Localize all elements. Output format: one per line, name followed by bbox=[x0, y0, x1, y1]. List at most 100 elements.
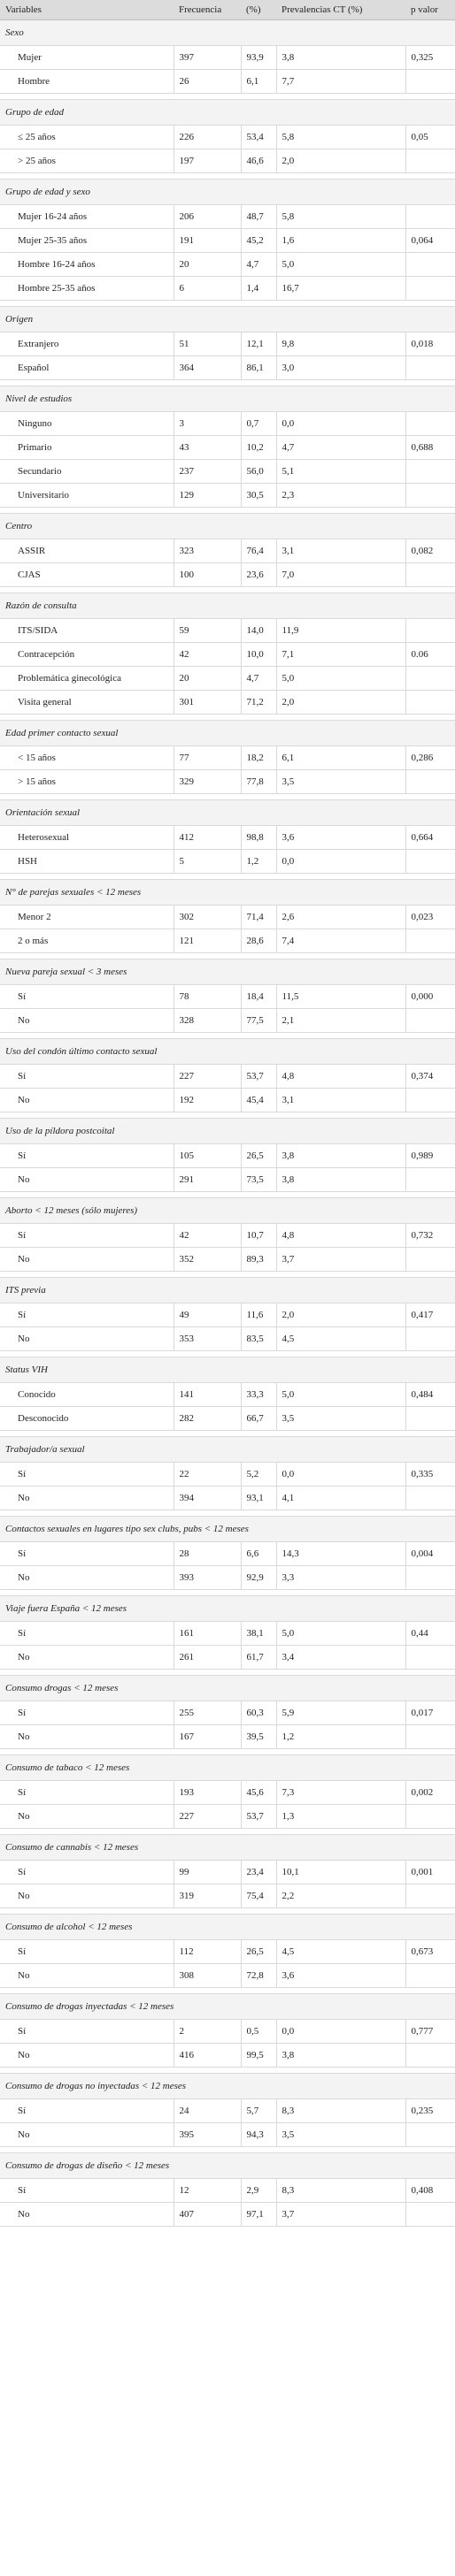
prevalencia-cell: 7,1 bbox=[275, 642, 405, 667]
group-header-row: ITS previa bbox=[0, 1277, 455, 1303]
frecuencia-cell: 129 bbox=[173, 483, 241, 508]
percent-cell: 10,2 bbox=[240, 435, 276, 460]
row-label: Heterosexual bbox=[0, 825, 174, 850]
group-title: Razón de consulta bbox=[0, 592, 455, 619]
table-row: Sí 99 23,4 10,1 0,001 bbox=[0, 1860, 455, 1884]
p-valor-cell bbox=[405, 666, 455, 691]
percent-cell: 92,9 bbox=[240, 1565, 276, 1590]
frecuencia-cell: 226 bbox=[173, 125, 241, 149]
group-title: Uso del condón último contacto sexual bbox=[0, 1038, 455, 1065]
table-row: No 407 97,1 3,7 bbox=[0, 2202, 455, 2227]
prevalencia-cell: 4,7 bbox=[275, 435, 405, 460]
header-percent: (%) bbox=[241, 0, 276, 20]
percent-cell: 89,3 bbox=[240, 1247, 276, 1272]
prevalencia-cell: 3,8 bbox=[275, 1143, 405, 1168]
prevalencia-cell: 5,0 bbox=[275, 1382, 405, 1407]
group-spacer bbox=[0, 1669, 455, 1676]
prevalencia-cell: 3,4 bbox=[275, 1645, 405, 1670]
table-header: Variables Frecuencia (%) Prevalencias CT… bbox=[0, 0, 455, 20]
row-label: No bbox=[0, 1167, 174, 1192]
group-title: Consumo de alcohol < 12 meses bbox=[0, 1914, 455, 1940]
table-row: ASSIR 323 76,4 3,1 0,082 bbox=[0, 539, 455, 563]
row-label: Sí bbox=[0, 1939, 174, 1964]
p-valor-cell: 0,325 bbox=[405, 45, 455, 70]
table-row: No 395 94,3 3,5 bbox=[0, 2122, 455, 2147]
header-prevalencias: Prevalencias CT (%) bbox=[276, 0, 405, 20]
percent-cell: 46,6 bbox=[240, 149, 276, 173]
group-title: Status VIH bbox=[0, 1357, 455, 1383]
p-valor-cell: 0,44 bbox=[405, 1621, 455, 1646]
prevalencia-cell: 1,2 bbox=[275, 1724, 405, 1749]
frecuencia-cell: 328 bbox=[173, 1008, 241, 1033]
p-valor-cell bbox=[405, 149, 455, 173]
group-title: Consumo de tabaco < 12 meses bbox=[0, 1754, 455, 1781]
table-row: Español 364 86,1 3,0 bbox=[0, 355, 455, 380]
row-label: Sí bbox=[0, 2098, 174, 2123]
prevalencia-cell: 2,0 bbox=[275, 149, 405, 173]
group-spacer bbox=[0, 1828, 455, 1835]
prevalencia-cell: 6,1 bbox=[275, 745, 405, 770]
frecuencia-cell: 393 bbox=[173, 1565, 241, 1590]
frecuencia-cell: 77 bbox=[173, 745, 241, 770]
group-header-row: Edad primer contacto sexual bbox=[0, 720, 455, 746]
table-row: Sí 105 26,5 3,8 0,989 bbox=[0, 1143, 455, 1168]
percent-cell: 93,9 bbox=[240, 45, 276, 70]
frecuencia-cell: 105 bbox=[173, 1143, 241, 1168]
table-row: Heterosexual 412 98,8 3,6 0,664 bbox=[0, 825, 455, 850]
prevalencia-cell: 4,5 bbox=[275, 1326, 405, 1351]
frecuencia-cell: 308 bbox=[173, 1963, 241, 1988]
group-header-row: Orientación sexual bbox=[0, 799, 455, 826]
frecuencia-cell: 24 bbox=[173, 2098, 241, 2123]
row-label: Primario bbox=[0, 435, 174, 460]
spacer-cell bbox=[0, 1987, 455, 1994]
prevalencia-cell: 1,6 bbox=[275, 228, 405, 253]
frecuencia-cell: 412 bbox=[173, 825, 241, 850]
frecuencia-cell: 364 bbox=[173, 355, 241, 380]
prevalencia-cell: 3,8 bbox=[275, 1167, 405, 1192]
group-spacer bbox=[0, 1589, 455, 1596]
row-label: No bbox=[0, 2043, 174, 2068]
row-label: ASSIR bbox=[0, 539, 174, 563]
frecuencia-cell: 42 bbox=[173, 642, 241, 667]
group-header-row: Status VIH bbox=[0, 1357, 455, 1383]
prevalencia-cell: 3,7 bbox=[275, 1247, 405, 1272]
row-label: Mujer bbox=[0, 45, 174, 70]
row-label: Sí bbox=[0, 1143, 174, 1168]
row-label: No bbox=[0, 1804, 174, 1829]
table-row: Visita general 301 71,2 2,0 bbox=[0, 690, 455, 715]
p-valor-cell: 0,001 bbox=[405, 1860, 455, 1884]
row-label: Contracepción bbox=[0, 642, 174, 667]
frecuencia-cell: 20 bbox=[173, 666, 241, 691]
row-label: < 15 años bbox=[0, 745, 174, 770]
group-spacer bbox=[0, 2146, 455, 2153]
p-valor-cell bbox=[405, 562, 455, 587]
percent-cell: 18,4 bbox=[240, 984, 276, 1009]
frecuencia-cell: 99 bbox=[173, 1860, 241, 1884]
prevalencia-cell: 4,8 bbox=[275, 1223, 405, 1248]
group-header-row: Sexo bbox=[0, 19, 455, 46]
table-row: Mujer 25-35 años 191 45,2 1,6 0,064 bbox=[0, 228, 455, 253]
group-spacer bbox=[0, 1987, 455, 1994]
row-label: No bbox=[0, 1326, 174, 1351]
row-label: No bbox=[0, 2122, 174, 2147]
prevalencia-cell: 3,8 bbox=[275, 45, 405, 70]
spacer-cell bbox=[0, 1510, 455, 1517]
frecuencia-cell: 206 bbox=[173, 204, 241, 229]
frecuencia-cell: 49 bbox=[173, 1303, 241, 1327]
percent-cell: 33,3 bbox=[240, 1382, 276, 1407]
group-title: Grupo de edad bbox=[0, 99, 455, 126]
percent-cell: 23,6 bbox=[240, 562, 276, 587]
spacer-cell bbox=[0, 2067, 455, 2074]
table-row: No 291 73,5 3,8 bbox=[0, 1167, 455, 1192]
row-label: Menor 2 bbox=[0, 905, 174, 929]
p-valor-cell bbox=[405, 2122, 455, 2147]
group-header-row: Viaje fuera España < 12 meses bbox=[0, 1595, 455, 1622]
row-label: Conocido bbox=[0, 1382, 174, 1407]
table-row: Contracepción 42 10,0 7,1 0.06 bbox=[0, 642, 455, 667]
p-valor-cell bbox=[405, 1565, 455, 1590]
row-label: Sí bbox=[0, 2178, 174, 2203]
group-header-row: Consumo de drogas de diseño < 12 meses bbox=[0, 2152, 455, 2179]
spacer-cell bbox=[0, 793, 455, 800]
group-title: N° de parejas sexuales < 12 meses bbox=[0, 879, 455, 906]
p-valor-cell bbox=[405, 2043, 455, 2068]
